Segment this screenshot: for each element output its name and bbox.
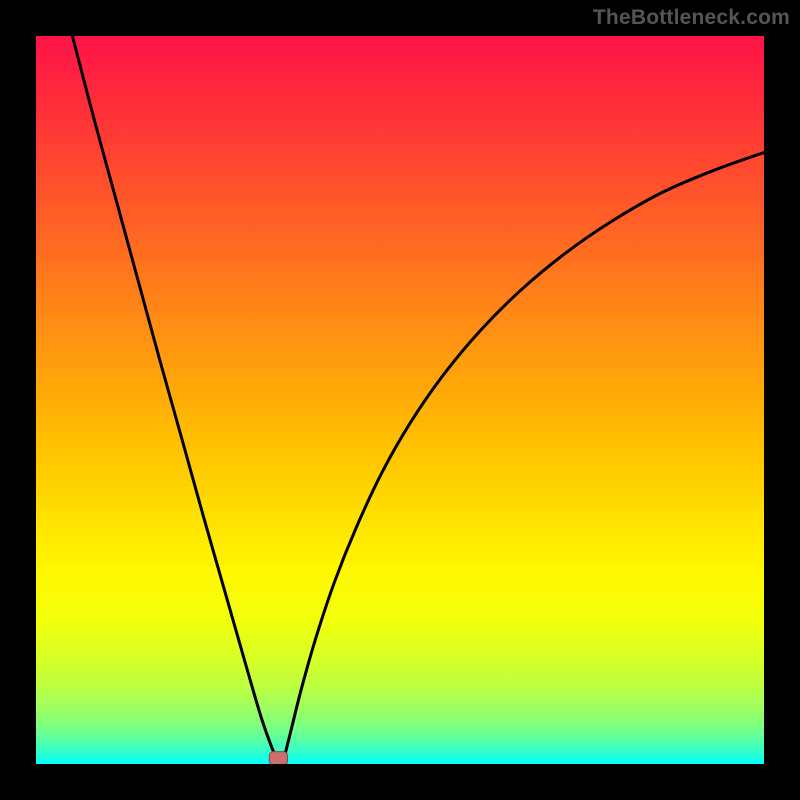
chart-plot-area (36, 36, 764, 764)
watermark-text: TheBottleneck.com (593, 6, 790, 30)
chart-svg (36, 36, 764, 764)
chart-outer-frame: TheBottleneck.com (0, 0, 800, 800)
minimum-marker (269, 752, 287, 764)
chart-background (36, 36, 764, 764)
